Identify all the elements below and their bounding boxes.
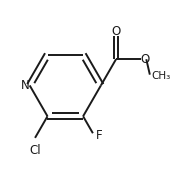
Text: CH₃: CH₃ — [152, 70, 171, 80]
Text: N: N — [21, 79, 30, 92]
Text: Cl: Cl — [30, 144, 41, 157]
Text: O: O — [111, 25, 121, 38]
Text: O: O — [141, 53, 150, 66]
Text: F: F — [96, 129, 103, 142]
